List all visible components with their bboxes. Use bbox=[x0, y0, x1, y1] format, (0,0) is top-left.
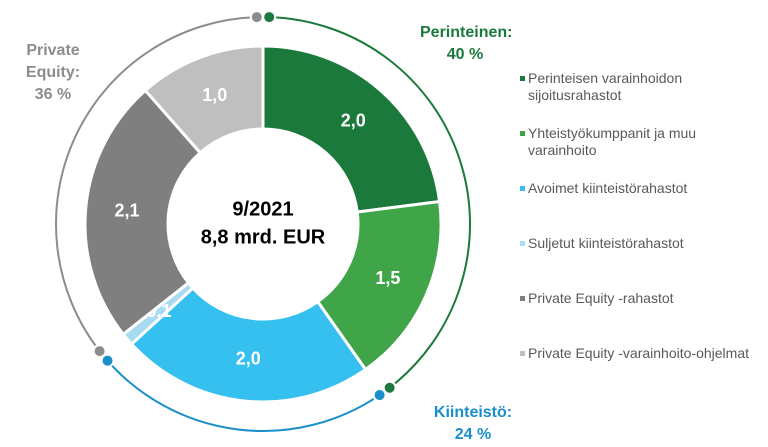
legend-item: Perinteisen varainhoidon sijoitusrahasto… bbox=[520, 70, 760, 104]
arc-end-dot bbox=[262, 10, 277, 25]
legend-label: Yhteistyökumppanit ja muu varainhoito bbox=[528, 125, 697, 158]
slice-label: 1,0 bbox=[202, 85, 227, 105]
arc-end-dot bbox=[92, 344, 107, 359]
legend-swatch bbox=[520, 131, 525, 136]
legend-swatch bbox=[520, 296, 525, 301]
arc-end-dot bbox=[249, 10, 264, 25]
center-text: 8,8 mrd. EUR bbox=[201, 226, 326, 248]
legend-swatch bbox=[520, 76, 525, 81]
group-arc bbox=[269, 16, 472, 389]
group-arc bbox=[106, 360, 381, 432]
legend-swatch bbox=[520, 241, 525, 246]
group-percent: 36 % bbox=[34, 86, 72, 103]
legend-item: Yhteistyökumppanit ja muu varainhoito bbox=[520, 125, 760, 159]
group-name: Kiinteistö: bbox=[433, 404, 513, 421]
legend-label: Private Equity -rahastot bbox=[528, 290, 674, 306]
slice-label: 2,0 bbox=[236, 348, 261, 368]
arc-end-dot bbox=[372, 388, 387, 403]
legend-label: Private Equity -varainhoito-ohjelmat bbox=[528, 345, 749, 361]
group-arc bbox=[55, 16, 257, 352]
legend-label: Suljetut kiinteistörahastot bbox=[528, 235, 684, 251]
group-label: Private Equity: 36 % bbox=[18, 40, 88, 106]
donut-slice bbox=[83, 88, 203, 337]
legend-swatch bbox=[520, 186, 525, 191]
legend-label: Perinteisen varainhoidon sijoitusrahasto… bbox=[528, 70, 683, 103]
donut-slice bbox=[261, 44, 442, 214]
legend-item: Suljetut kiinteistörahastot bbox=[520, 235, 760, 252]
legend-label: Avoimet kiinteistörahastot bbox=[528, 180, 688, 196]
slice-label: 2,1 bbox=[115, 200, 140, 220]
arc-end-dot bbox=[100, 353, 115, 368]
donut-slice bbox=[143, 44, 265, 155]
group-name: Private Equity: bbox=[25, 42, 81, 81]
legend-item: Private Equity -rahastot bbox=[520, 290, 760, 307]
arc-end-dot bbox=[382, 380, 397, 395]
legend-item: Private Equity -varainhoito-ohjelmat bbox=[520, 345, 760, 362]
group-name: Perinteinen: bbox=[420, 24, 513, 41]
legend-item: Avoimet kiinteistörahastot bbox=[520, 180, 760, 197]
group-label: Perinteinen: 40 % bbox=[420, 22, 513, 66]
donut-slice bbox=[315, 199, 443, 372]
group-percent: 24 % bbox=[454, 426, 492, 443]
group-label: Kiinteistö: 24 % bbox=[418, 402, 528, 446]
slice-label: 1,5 bbox=[375, 268, 400, 288]
legend-swatch bbox=[520, 351, 525, 356]
slice-label: 2,0 bbox=[341, 110, 366, 130]
group-percent: 40 % bbox=[446, 46, 484, 63]
center-text: 9/2021 bbox=[232, 198, 293, 220]
donut-slice bbox=[129, 285, 368, 404]
